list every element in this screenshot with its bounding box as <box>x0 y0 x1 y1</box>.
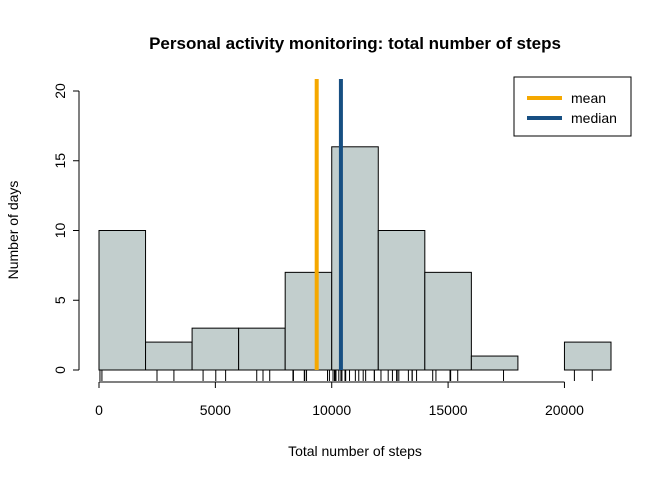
x-tick-label: 5000 <box>200 402 231 418</box>
histogram-bar <box>98 230 147 371</box>
y-tick-label: 5 <box>52 296 68 304</box>
histogram-bar <box>331 146 379 371</box>
x-tick-label: 15000 <box>429 402 468 418</box>
legend: mean median <box>513 76 632 137</box>
x-tick-label: 10000 <box>312 402 351 418</box>
rug-marks <box>99 370 593 381</box>
x-tick-label: 20000 <box>545 402 584 418</box>
legend-label-median: median <box>571 110 617 126</box>
y-axis-label: Number of days <box>5 181 21 280</box>
histogram-bar <box>424 271 472 371</box>
y-tick-label: 20 <box>52 83 68 99</box>
chart-title: Personal activity monitoring: total numb… <box>149 34 561 53</box>
histogram-bar <box>145 341 193 371</box>
histogram-bar <box>284 271 333 371</box>
x-axis-label: Total number of steps <box>288 443 422 459</box>
histogram-bar <box>563 341 612 371</box>
histogram-bar <box>377 230 426 371</box>
y-axis: 0 5 10 15 20 <box>52 83 80 374</box>
histogram-bar <box>470 355 519 371</box>
bars-group <box>98 146 612 371</box>
x-axis: 0 5000 10000 15000 20000 <box>95 381 584 418</box>
y-tick-label: 15 <box>52 153 68 169</box>
x-tick-label: 0 <box>95 402 103 418</box>
histogram-bar <box>238 327 286 371</box>
y-tick-label: 0 <box>52 366 68 374</box>
reference-lines <box>314 79 343 370</box>
histogram-bar <box>191 327 240 371</box>
legend-label-mean: mean <box>571 90 606 106</box>
y-tick-label: 10 <box>52 223 68 239</box>
legend-box <box>513 76 632 137</box>
